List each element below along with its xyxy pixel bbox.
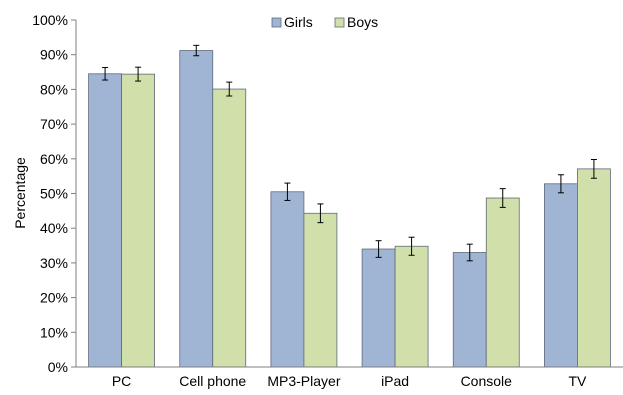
y-axis-ticks: 0% 10% 20% 30% 40% 50% 60% 70% 80% 90% 100% — [32, 12, 76, 375]
x-category-label: MP3-Player — [267, 373, 340, 389]
x-category-label: iPad — [381, 373, 409, 389]
axes — [75, 20, 623, 368]
legend-label-boys: Boys — [347, 14, 378, 30]
legend-swatch-girls — [271, 17, 282, 28]
bar-girls-3 — [361, 248, 396, 368]
bar-boys-3 — [394, 245, 429, 368]
error-bars — [102, 44, 597, 262]
legend: Girls Boys — [271, 14, 378, 30]
y-tick-label: 70% — [40, 116, 68, 132]
y-tick-label: 100% — [32, 12, 68, 28]
x-category-label: Console — [461, 373, 513, 389]
x-category-label: TV — [568, 373, 587, 389]
x-axis-labels: PC Cell phone MP3-Player iPad Console TV — [112, 373, 587, 389]
bars — [88, 50, 611, 368]
bar-girls-4 — [452, 252, 487, 368]
legend-label-girls: Girls — [284, 14, 313, 30]
legend-swatch-boys — [334, 17, 345, 28]
y-tick-label: 30% — [40, 255, 68, 271]
bar-boys-0 — [121, 73, 155, 368]
x-category-label: Cell phone — [179, 373, 246, 389]
y-tick-label: 60% — [40, 151, 68, 167]
y-tick-label: 20% — [40, 290, 68, 306]
y-tick-label: 40% — [40, 220, 68, 236]
y-axis-title: Percentage — [12, 157, 28, 229]
y-tick-label: 0% — [48, 359, 68, 375]
bar-boys-1 — [212, 88, 247, 368]
bar-boys-5 — [577, 168, 611, 368]
bar-boys-4 — [485, 197, 520, 368]
bar-girls-1 — [179, 50, 214, 368]
bar-girls-2 — [270, 191, 305, 368]
bar-girls-0 — [88, 73, 122, 368]
y-tick-label: 90% — [40, 47, 68, 63]
y-tick-label: 80% — [40, 81, 68, 97]
x-category-label: PC — [112, 373, 131, 389]
bar-girls-5 — [544, 183, 578, 368]
y-tick-label: 10% — [40, 324, 68, 340]
bar-boys-2 — [303, 212, 338, 368]
y-tick-label: 50% — [40, 186, 68, 202]
